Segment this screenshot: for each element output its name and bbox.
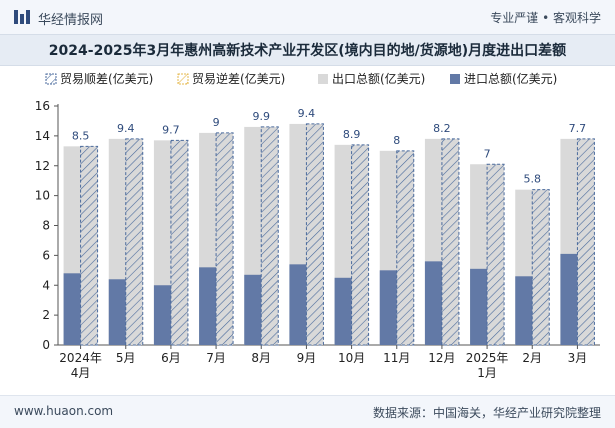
x-tick-label: 2025年 bbox=[466, 351, 509, 365]
brand-logo-icon bbox=[14, 10, 30, 24]
surplus-bar bbox=[125, 138, 144, 346]
import-bar bbox=[199, 267, 217, 345]
x-tick-label: 2024年 bbox=[59, 351, 102, 365]
x-tick-label: 6月 bbox=[161, 351, 181, 365]
brand-name: 华经情报网 bbox=[38, 13, 104, 28]
data-label: 9.4 bbox=[117, 122, 135, 135]
x-tick-label: 1月 bbox=[477, 366, 497, 380]
import-bar bbox=[289, 264, 307, 345]
y-tick-label: 10 bbox=[35, 189, 50, 203]
title-bar: 2024-2025年3月年惠州高新技术产业开发区(境内目的地/货源地)月度进出口… bbox=[0, 34, 615, 66]
chart-bars: 8.5 9.4 9.7 9 9.9 9.4 8.9 8 8.2 7 5.8 7.7 bbox=[63, 107, 595, 346]
surplus-bar bbox=[486, 163, 505, 346]
x-tick-label: 5月 bbox=[116, 351, 136, 365]
legend-label: 贸易顺差(亿美元) bbox=[60, 71, 153, 86]
data-label: 5.8 bbox=[524, 173, 542, 186]
top-bar: 华经情报网 专业严谨 • 客观科学 bbox=[0, 0, 615, 34]
data-label: 9.9 bbox=[253, 110, 271, 123]
x-tick-label: 8月 bbox=[251, 351, 271, 365]
bar-chart: 贸易顺差(亿美元) 贸易逆差(亿美元) 出口总额(亿美元) 进口总额(亿美元) 0 2 4… bbox=[35, 71, 600, 380]
x-tick-label: 7月 bbox=[206, 351, 226, 365]
surplus-bar bbox=[441, 138, 460, 346]
import-bar bbox=[515, 276, 533, 345]
footer: www.huaon.com 数据来源：中国海关，华经产业研究院整理 bbox=[0, 395, 615, 428]
import-bar bbox=[63, 273, 81, 345]
surplus-bar bbox=[351, 144, 370, 346]
x-tick-label: 3月 bbox=[568, 351, 588, 365]
import-bar bbox=[244, 274, 262, 345]
data-label: 8.5 bbox=[72, 129, 90, 142]
data-label: 7.7 bbox=[569, 122, 587, 135]
import-bar bbox=[470, 268, 488, 345]
y-tick-label: 6 bbox=[42, 248, 50, 262]
data-label: 8.2 bbox=[433, 122, 451, 135]
legend-label: 贸易逆差(亿美元) bbox=[192, 71, 285, 86]
legend-swatch bbox=[177, 73, 189, 85]
x-tick-label: 10月 bbox=[338, 351, 365, 365]
surplus-bar bbox=[260, 126, 279, 346]
surplus-bar bbox=[80, 145, 99, 346]
import-bar bbox=[334, 277, 352, 345]
import-bar bbox=[379, 270, 397, 345]
tagline: 专业严谨 • 客观科学 bbox=[490, 11, 601, 25]
y-tick-label: 0 bbox=[42, 338, 50, 352]
x-tick-label: 12月 bbox=[428, 351, 455, 365]
legend-swatch bbox=[318, 74, 328, 84]
chart-title: 2024-2025年3月年惠州高新技术产业开发区(境内目的地/货源地)月度进出口… bbox=[48, 43, 567, 59]
data-label: 7 bbox=[484, 147, 491, 160]
surplus-bar bbox=[170, 139, 189, 346]
y-tick-label: 4 bbox=[42, 278, 50, 292]
y-tick-label: 8 bbox=[42, 219, 50, 233]
data-label: 9.7 bbox=[162, 123, 180, 136]
import-bar bbox=[108, 279, 126, 345]
import-bar bbox=[424, 261, 442, 345]
y-tick-label: 2 bbox=[42, 308, 50, 322]
surplus-bar bbox=[215, 132, 234, 346]
legend-label: 出口总额(亿美元) bbox=[332, 71, 425, 86]
chart-legend: 贸易顺差(亿美元) 贸易逆差(亿美元) 出口总额(亿美元) 进口总额(亿美元) bbox=[45, 71, 557, 86]
y-tick-label: 16 bbox=[35, 99, 50, 113]
legend-swatch bbox=[45, 73, 57, 85]
import-bar bbox=[560, 253, 578, 345]
data-label: 8.9 bbox=[343, 128, 361, 141]
data-source: 数据来源：中国海关，华经产业研究院整理 bbox=[372, 406, 601, 420]
data-label: 9 bbox=[213, 116, 220, 129]
surplus-bar bbox=[396, 150, 415, 346]
site-url: www.huaon.com bbox=[14, 404, 114, 418]
data-label: 8 bbox=[393, 134, 400, 147]
legend-swatch bbox=[450, 74, 460, 84]
x-tick-label: 11月 bbox=[383, 351, 410, 365]
surplus-bar bbox=[531, 189, 550, 346]
data-label: 9.4 bbox=[298, 107, 316, 120]
x-tick-label: 4月 bbox=[71, 366, 91, 380]
y-tick-label: 14 bbox=[35, 129, 50, 143]
import-bar bbox=[153, 285, 171, 345]
surplus-bar bbox=[576, 138, 595, 346]
surplus-bar bbox=[305, 123, 324, 346]
y-tick-label: 12 bbox=[35, 159, 50, 173]
legend-label: 进口总额(亿美元) bbox=[464, 71, 557, 86]
x-tick-label: 9月 bbox=[297, 351, 317, 365]
x-tick-label: 2月 bbox=[522, 351, 542, 365]
